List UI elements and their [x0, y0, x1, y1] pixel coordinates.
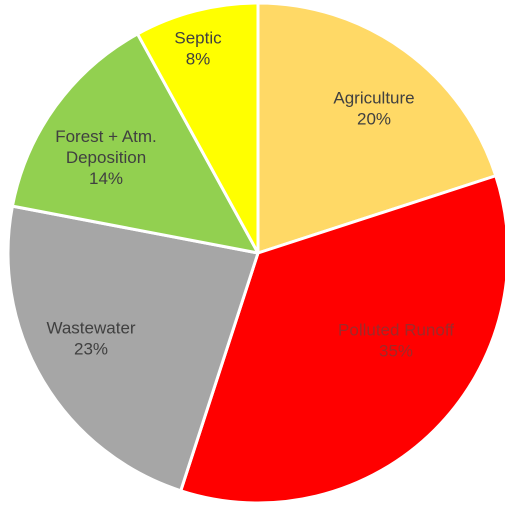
slice-label-polluted-runoff: Polluted Runoff 35% — [338, 321, 454, 361]
slice-percent-septic: 8% — [186, 50, 211, 69]
slice-percent-agriculture: 20% — [357, 110, 391, 129]
slice-name-forest-atm-deposition-line-1: Forest + Atm. — [55, 127, 157, 146]
slice-percent-wastewater: 23% — [74, 340, 108, 359]
slice-name-septic: Septic — [174, 29, 222, 48]
slice-name-agriculture: Agriculture — [333, 89, 414, 108]
slice-name-polluted-runoff: Polluted Runoff — [338, 321, 454, 340]
slices-layer — [6, 1, 505, 505]
pie-slice-septic — [136, 1, 260, 255]
pie-slice-agriculture — [256, 1, 498, 255]
pie-slice-polluted-runoff — [179, 174, 505, 505]
slice-label-agriculture: Agriculture 20% — [333, 89, 414, 129]
slice-name-wastewater: Wastewater — [46, 319, 135, 338]
slice-percent-forest-atm-deposition: 14% — [89, 169, 123, 188]
slice-label-wastewater: Wastewater 23% — [46, 319, 135, 359]
slice-name-forest-atm-deposition-line-2: Deposition — [66, 148, 146, 167]
slice-label-septic: Septic 8% — [174, 29, 222, 69]
pie-slice-forest-atm-deposition — [10, 32, 260, 255]
labels-layer: Agriculture 20% Polluted Runoff 35% Wastewat… — [46, 29, 454, 361]
slice-label-forest-atm-deposition: Forest + Atm. Deposition 14% — [55, 127, 157, 188]
slice-percent-polluted-runoff: 35% — [379, 342, 413, 361]
pie-slice-wastewater — [6, 204, 260, 493]
